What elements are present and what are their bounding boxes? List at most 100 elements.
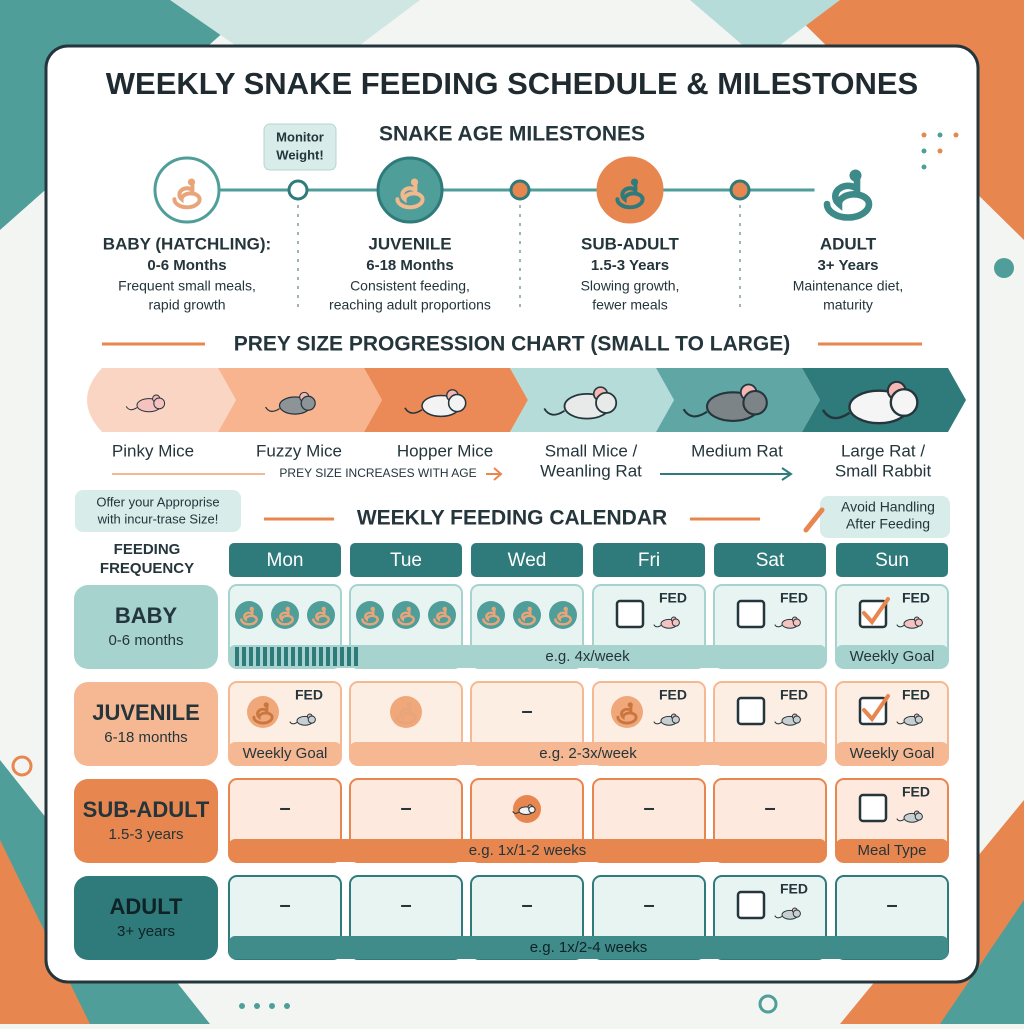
snake-head: [249, 606, 254, 612]
mouse-tail: [821, 409, 851, 420]
prey-label: Small Rabbit: [835, 461, 932, 480]
snake-body: [616, 704, 638, 725]
snake-head: [406, 606, 411, 612]
fed-label: FED: [295, 687, 323, 703]
row-stage: JUVENILE: [92, 700, 200, 725]
snake-head: [527, 606, 532, 612]
snake-head: [442, 606, 447, 612]
note-box: [836, 742, 948, 765]
checkbox: [736, 890, 766, 920]
snake-icon: [356, 601, 384, 629]
mouse-tail: [896, 818, 905, 822]
snake-head: [187, 178, 196, 186]
mouse-head: [595, 391, 618, 414]
day-header: [471, 543, 583, 577]
stage-icon-bg: [814, 156, 882, 224]
stage-description: Consistent feeding,: [350, 278, 470, 294]
timeline-dot: [287, 179, 309, 201]
mouse-head: [792, 618, 801, 627]
mouse-head: [742, 389, 768, 416]
row-label-box: [74, 682, 218, 766]
note-box: [836, 839, 948, 862]
progress-stripe: [340, 647, 344, 666]
mouse-tail: [774, 624, 783, 628]
row-label-box: [74, 779, 218, 863]
decor-dot: [921, 148, 927, 154]
cell-note: Weekly Goal: [850, 648, 935, 665]
checkmark: [862, 597, 890, 626]
empty-mark: –: [643, 894, 654, 916]
empty-mark: –: [400, 797, 411, 819]
callout-box: [263, 123, 337, 171]
snake-body: [482, 608, 500, 626]
tip-box: [75, 490, 241, 532]
progress-stripe: [354, 647, 358, 666]
snake-icon: [823, 169, 873, 221]
row-age: 0-6 months: [108, 632, 183, 649]
snake-body: [554, 608, 572, 626]
mouse-icon: [404, 389, 467, 418]
frequency-text: e.g. 1x/1-2 weeks: [469, 842, 587, 859]
decor-dot: [239, 1003, 245, 1009]
snake-body: [252, 704, 274, 725]
row-age: 3+ years: [117, 923, 175, 940]
cell-note: Weekly Goal: [243, 745, 328, 762]
note-arrow: [486, 467, 503, 481]
snake-head: [370, 606, 375, 612]
tip-box: [820, 496, 950, 538]
progress-stripe: [256, 647, 260, 666]
mouse-icon: [896, 713, 923, 726]
empty-mark: –: [643, 797, 654, 819]
mouse-tail: [653, 721, 662, 725]
checkmark: [862, 694, 890, 723]
tip-text: Avoid Handling: [841, 499, 935, 515]
progress-stripe: [291, 647, 295, 666]
prey-label: Pinky Mice: [112, 441, 194, 460]
snake-body: [395, 704, 417, 725]
mouse-head: [307, 715, 316, 724]
mouse-tail: [896, 721, 905, 725]
day-header: [229, 543, 341, 577]
mouse-icon: [774, 713, 801, 726]
mouse-icon: [543, 386, 618, 420]
row-age: 6-18 months: [104, 729, 187, 746]
decor-dot: [953, 132, 959, 138]
checkbox: [736, 599, 766, 629]
day-label: Wed: [508, 550, 547, 571]
mouse-icon: [125, 394, 166, 413]
row-stage: BABY: [115, 603, 178, 628]
section-heading: WEEKLY FEEDING CALENDAR: [357, 507, 667, 530]
row-header: FREQUENCY: [100, 560, 194, 577]
snake-body: [518, 608, 536, 626]
mouse-head: [914, 715, 923, 724]
snake-head: [285, 606, 290, 612]
snake-icon: [477, 601, 505, 629]
decor-ring: [758, 994, 778, 1014]
mouse-tail: [896, 624, 905, 628]
mouse-icon: [774, 907, 801, 920]
stage-age: 0-6 Months: [147, 257, 226, 274]
snake-body: [395, 181, 425, 210]
empty-mark: –: [400, 894, 411, 916]
decor-dot: [937, 148, 943, 154]
snake-head: [410, 178, 419, 186]
mouse-icon: [896, 810, 923, 823]
stage-description: Frequent small meals,: [118, 278, 256, 294]
mouse-tail: [289, 721, 298, 725]
day-label: Mon: [267, 550, 304, 571]
prey-label: Medium Rat: [691, 441, 783, 460]
decor: [940, 900, 1024, 1024]
fed-label: FED: [780, 687, 808, 703]
snake-icon: [247, 696, 279, 728]
stage-age: 6-18 Months: [366, 257, 454, 274]
checkbox: [858, 599, 888, 629]
snake-head: [627, 702, 633, 708]
note-arrow: [660, 467, 793, 481]
decor-dot: [921, 132, 927, 138]
mouse-head: [792, 909, 801, 918]
row-age: 1.5-3 years: [108, 826, 183, 843]
section-heading: SNAKE AGE MILESTONES: [379, 123, 645, 146]
mouse-icon: [682, 383, 768, 422]
stage-description: fewer meals: [592, 297, 667, 313]
snake-body: [240, 608, 258, 626]
